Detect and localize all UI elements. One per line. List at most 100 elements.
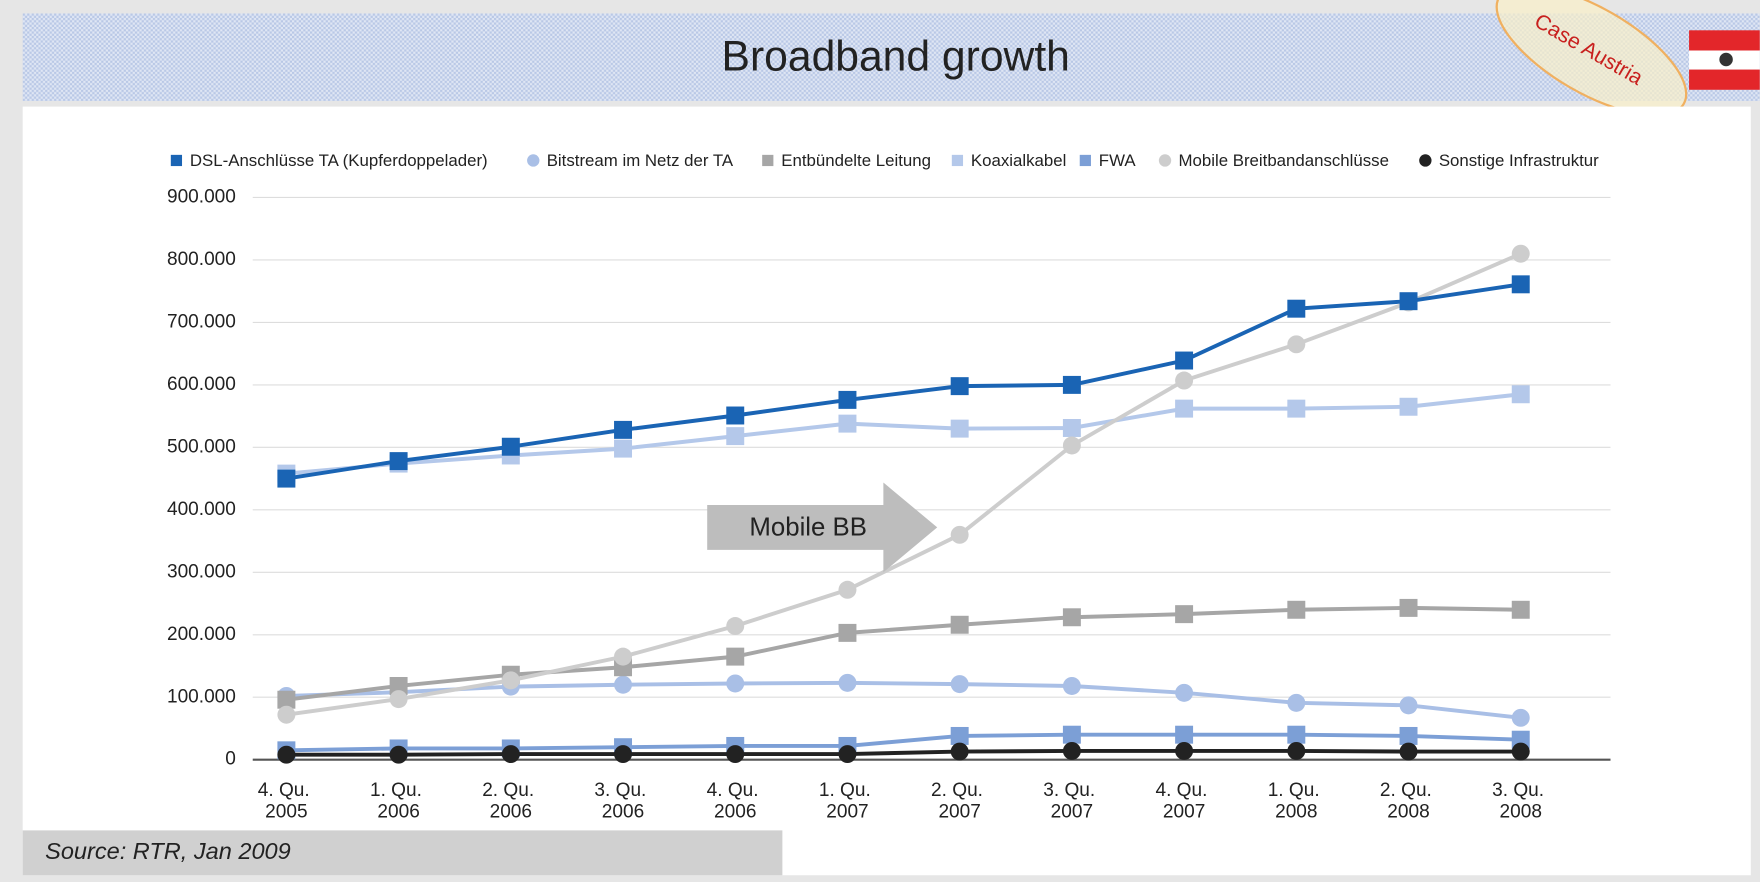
legend-label: FWA (1099, 151, 1137, 170)
header-band (22, 13, 1760, 101)
point (1399, 742, 1418, 761)
point (1511, 708, 1530, 727)
point (838, 580, 857, 599)
point (277, 690, 296, 709)
badge (1495, 0, 1688, 117)
x-tick-label: 3. Qu. 2007 (1043, 780, 1100, 822)
point (1062, 677, 1081, 695)
point (950, 419, 969, 438)
point (1287, 693, 1306, 712)
point (838, 745, 857, 764)
legend-marker (1158, 154, 1172, 167)
point (501, 437, 520, 456)
series-line (286, 680, 1521, 720)
point (726, 617, 745, 635)
point (1511, 600, 1530, 619)
point (614, 745, 633, 764)
point (614, 675, 633, 694)
point (726, 427, 745, 446)
point (1175, 371, 1194, 390)
series-line (286, 748, 1521, 757)
title: Broadband growth (722, 33, 1070, 81)
point (726, 406, 745, 425)
x-tick-label: 4. Qu. 2006 (707, 780, 764, 822)
point (950, 675, 969, 694)
point (1175, 351, 1194, 370)
point (838, 673, 857, 692)
point (726, 745, 745, 764)
x-tick-label: 1. Qu. 2006 (370, 780, 427, 822)
point (1287, 399, 1306, 418)
legend-label: Mobile Breitbandanschlüsse (1178, 151, 1388, 170)
source: Source: RTR, Jan 2009 (45, 838, 291, 864)
y-tick-label: 200.000 (167, 624, 236, 645)
point (389, 677, 408, 695)
series-line (286, 605, 1521, 702)
y-tick-label: 100.000 (167, 686, 236, 707)
point (501, 745, 520, 764)
point (1287, 725, 1306, 744)
point (1287, 335, 1306, 354)
point (1062, 436, 1081, 455)
point (389, 690, 408, 709)
series-line (286, 251, 1522, 717)
point (1511, 275, 1530, 294)
point (838, 414, 857, 433)
point (1062, 608, 1081, 627)
point (389, 745, 408, 764)
legend-label: Bitstream im Netz der TA (547, 151, 734, 170)
point (950, 726, 969, 745)
point (950, 615, 969, 634)
x-tick-label: 2. Qu. 2006 (482, 780, 539, 822)
x-tick-label: 1. Qu. 2007 (819, 780, 876, 822)
point (614, 647, 633, 666)
point (1511, 742, 1530, 761)
point (1175, 399, 1194, 418)
point (1175, 605, 1194, 624)
legend-marker (762, 154, 774, 167)
point (1399, 598, 1418, 617)
x-tick-label: 2. Qu. 2008 (1380, 780, 1437, 822)
y-tick-label: 600.000 (167, 374, 236, 395)
y-tick-label: 700.000 (167, 311, 236, 332)
legend-label: Koaxialkabel (971, 151, 1066, 170)
source-box (22, 830, 783, 876)
point (277, 705, 296, 724)
point (1175, 725, 1194, 744)
point (1287, 299, 1306, 318)
point (1287, 741, 1306, 760)
legend-marker (170, 154, 183, 167)
point (1175, 683, 1194, 702)
y-tick-label: 500.000 (167, 436, 236, 457)
y-tick-label: 800.000 (167, 249, 236, 270)
point (726, 647, 745, 666)
x-tick-label: 3. Qu. 2006 (594, 780, 651, 822)
point (1287, 600, 1306, 619)
point (389, 452, 408, 471)
point (614, 439, 633, 458)
legend-marker (1079, 154, 1091, 167)
y-tick-label: 0 (225, 749, 236, 770)
point (950, 742, 969, 761)
flag (1689, 30, 1760, 90)
legend-label: Entbündelte Leitung (781, 151, 931, 170)
y-tick-label: 400.000 (167, 499, 236, 520)
point (501, 671, 520, 690)
x-tick-label: 4. Qu. 2005 (258, 780, 315, 822)
legend-label: Sonstige Infrastruktur (1439, 151, 1599, 170)
point (1062, 725, 1081, 744)
point (277, 469, 296, 488)
point (950, 377, 969, 396)
point (1399, 726, 1418, 745)
point (838, 623, 857, 642)
legend-marker (1419, 154, 1432, 167)
point (1511, 244, 1530, 263)
point (1399, 292, 1418, 311)
point (838, 390, 857, 409)
point (1175, 741, 1194, 760)
series-line (286, 732, 1521, 753)
x-tick-label: 1. Qu. 2008 (1268, 780, 1325, 822)
y-tick-label: 900.000 (167, 187, 236, 208)
point (1399, 696, 1418, 715)
